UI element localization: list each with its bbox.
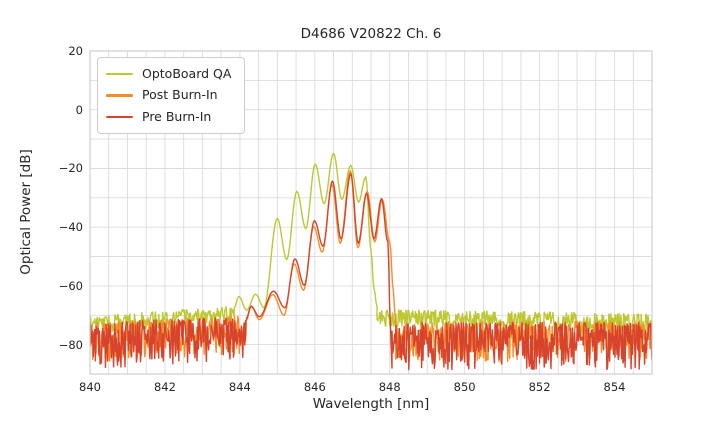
legend-label: OptoBoard QA	[142, 65, 232, 81]
x-tick-852: 852	[528, 380, 551, 394]
x-tick-842: 842	[153, 380, 176, 394]
x-axis-label: Wavelength [nm]	[312, 396, 430, 412]
y-tick--80: −80	[58, 337, 83, 352]
x-tick-848: 848	[378, 380, 401, 394]
x-tick-840: 840	[79, 380, 101, 394]
y-tick--40: −40	[58, 220, 83, 235]
legend-label: Pre Burn-In	[142, 108, 212, 124]
chart-title: D4686 V20822 Ch. 6	[300, 26, 442, 42]
legend-label: Post Burn-In	[142, 87, 218, 103]
x-tick-850: 850	[453, 380, 476, 394]
x-tick-854: 854	[603, 380, 626, 394]
x-tick-844: 844	[228, 380, 251, 394]
y-tick--20: −20	[58, 161, 83, 176]
legend-entry-2: Pre Burn-In	[106, 108, 240, 124]
legend-swatch	[106, 115, 133, 119]
y-tick-20: 20	[68, 44, 83, 58]
spectrum-line-optoboard-qa	[90, 152, 652, 337]
x-tick-846: 846	[303, 380, 326, 394]
legend-swatch	[106, 72, 133, 76]
legend-entry-1: Post Burn-In	[106, 89, 240, 102]
legend: OptoBoard QA Post Burn-In Pre Burn-In	[97, 57, 245, 134]
legend-swatch	[106, 94, 133, 97]
y-tick-0: 0	[75, 102, 83, 117]
y-axis-label: Optical Power [dB]	[18, 149, 34, 275]
y-tick--60: −60	[58, 278, 83, 293]
spectrum-line-pre-burn-in	[90, 172, 652, 371]
legend-entry-0: OptoBoard QA	[106, 65, 240, 81]
axes-spines	[89, 50, 653, 375]
